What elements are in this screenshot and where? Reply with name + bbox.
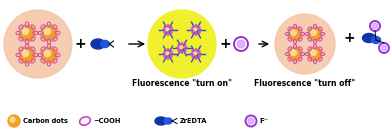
Circle shape bbox=[19, 25, 35, 41]
Circle shape bbox=[381, 45, 387, 51]
Circle shape bbox=[4, 10, 72, 78]
Circle shape bbox=[41, 47, 57, 63]
Circle shape bbox=[275, 14, 335, 74]
Circle shape bbox=[308, 47, 322, 61]
Text: F⁻: F⁻ bbox=[259, 118, 268, 124]
Circle shape bbox=[44, 50, 51, 57]
Circle shape bbox=[192, 50, 200, 58]
Circle shape bbox=[19, 47, 35, 63]
Text: Fluorescence "turn off": Fluorescence "turn off" bbox=[254, 79, 356, 87]
Circle shape bbox=[310, 30, 316, 35]
Ellipse shape bbox=[164, 118, 172, 124]
Circle shape bbox=[290, 50, 296, 55]
Circle shape bbox=[192, 26, 200, 34]
Circle shape bbox=[178, 44, 186, 52]
Circle shape bbox=[290, 30, 296, 35]
Circle shape bbox=[165, 51, 169, 55]
Circle shape bbox=[164, 50, 172, 58]
Circle shape bbox=[22, 50, 29, 57]
Circle shape bbox=[22, 28, 29, 35]
Circle shape bbox=[164, 26, 172, 34]
Circle shape bbox=[165, 27, 169, 31]
Circle shape bbox=[248, 118, 254, 124]
Ellipse shape bbox=[100, 40, 109, 47]
Circle shape bbox=[310, 50, 316, 55]
Circle shape bbox=[8, 115, 20, 127]
Ellipse shape bbox=[155, 117, 167, 125]
Ellipse shape bbox=[91, 39, 105, 49]
Text: +: + bbox=[219, 37, 231, 51]
Circle shape bbox=[308, 27, 322, 41]
Ellipse shape bbox=[372, 36, 381, 43]
Circle shape bbox=[10, 117, 15, 122]
Circle shape bbox=[372, 23, 378, 29]
Circle shape bbox=[193, 27, 197, 31]
Circle shape bbox=[288, 27, 302, 41]
Circle shape bbox=[288, 47, 302, 61]
Circle shape bbox=[180, 45, 183, 49]
Ellipse shape bbox=[363, 34, 376, 43]
Circle shape bbox=[237, 40, 245, 48]
Circle shape bbox=[193, 51, 197, 55]
Text: Carbon dots: Carbon dots bbox=[23, 118, 68, 124]
Text: +: + bbox=[74, 37, 86, 51]
Text: −COOH: −COOH bbox=[93, 118, 120, 124]
Text: ZrEDTA: ZrEDTA bbox=[180, 118, 207, 124]
Text: Fluorescence "turn on": Fluorescence "turn on" bbox=[132, 79, 232, 87]
Circle shape bbox=[44, 28, 51, 35]
Circle shape bbox=[148, 10, 216, 78]
Text: +: + bbox=[343, 31, 355, 45]
Circle shape bbox=[41, 25, 57, 41]
